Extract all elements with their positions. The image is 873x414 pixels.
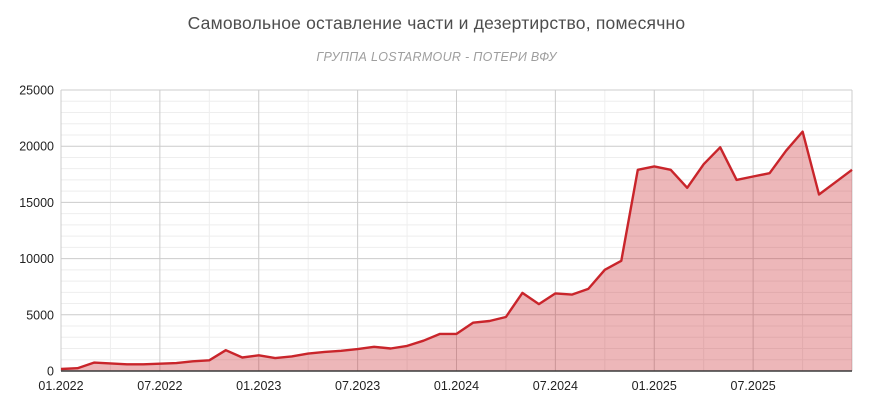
series-area-fill bbox=[61, 131, 852, 371]
x-axis-tick-label: 07.2025 bbox=[731, 379, 776, 393]
x-axis-tick-label: 07.2024 bbox=[533, 379, 578, 393]
x-axis-tick-label: 01.2024 bbox=[434, 379, 479, 393]
x-axis-tick-label: 07.2023 bbox=[335, 379, 380, 393]
y-axis-tick-label: 25000 bbox=[19, 84, 54, 98]
y-axis-tick-label: 10000 bbox=[19, 252, 54, 266]
x-axis-tick-label: 01.2023 bbox=[236, 379, 281, 393]
y-axis-tick-label: 5000 bbox=[26, 308, 54, 322]
y-axis-tick-label: 0 bbox=[47, 365, 54, 379]
chart-subtitle: ГРУППА LOSTARMOUR - ПОТЕРИ ВФУ bbox=[316, 50, 557, 64]
y-axis-tick-label: 20000 bbox=[19, 140, 54, 154]
chart-title: Самовольное оставление части и дезертирс… bbox=[187, 13, 686, 33]
x-axis-tick-label: 01.2022 bbox=[38, 379, 83, 393]
y-axis-tick-label: 15000 bbox=[19, 196, 54, 210]
x-axis-tick-label: 01.2025 bbox=[632, 379, 677, 393]
series-line bbox=[60, 130, 853, 371]
x-axis-tick-label: 07.2022 bbox=[137, 379, 182, 393]
